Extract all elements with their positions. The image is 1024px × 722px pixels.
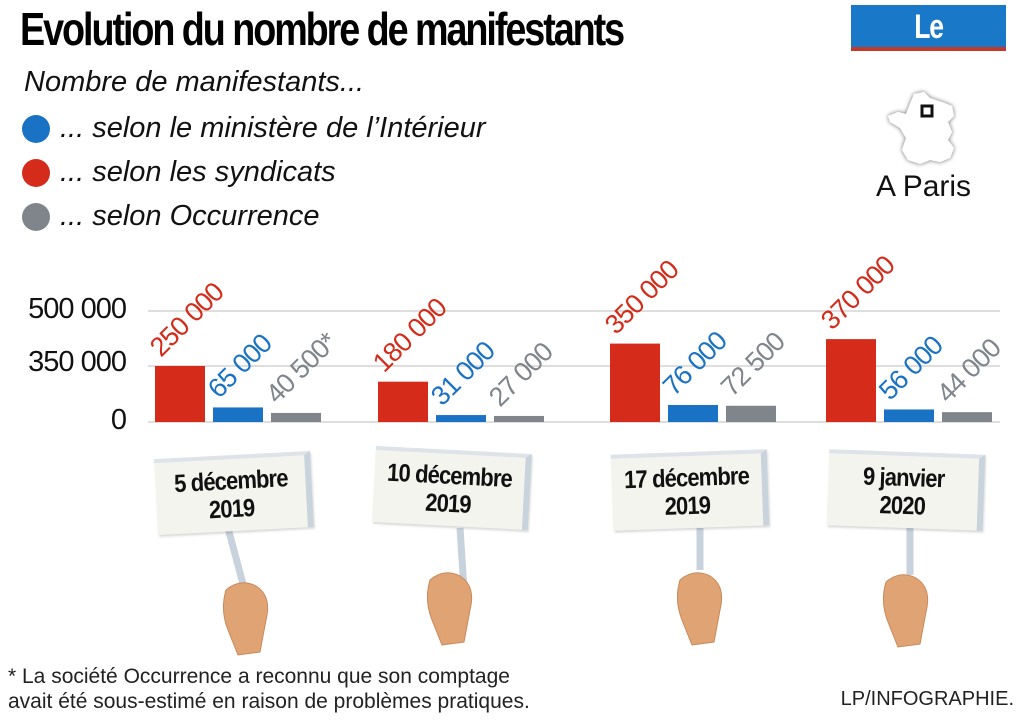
category-label: 17 décembre [623,461,750,495]
data-label: 44 000 [931,333,1006,408]
hand-icon [222,582,269,656]
bar-interieur [436,415,486,422]
category-label: 2019 [208,493,256,525]
bar-interieur [668,404,718,422]
bar-occurrence [494,415,544,422]
legend-item-syndicats: ... selon les syndicats [22,156,336,189]
bar-syndicats [155,366,205,422]
bar-syndicats [826,339,876,422]
date-sign-3: 17 décembre 2019 [610,449,770,531]
date-sign-1: 5 décembre 2019 [154,450,314,536]
footnote-line: * La société Occurrence a reconnu que so… [8,665,510,688]
bar-syndicats [610,343,660,422]
category-label: 10 décembre [386,458,513,494]
legend-item-interieur: ... selon le ministère de l’Intérieur [22,112,486,145]
legend-dot-blue-icon [22,114,50,143]
bar-interieur [884,409,934,422]
data-label: 72 500 [715,327,790,402]
hand-icon [676,572,723,646]
chart-title: Evolution du nombre de manifestants [20,3,625,55]
hand-icon [882,574,929,648]
data-label: 40 500* [260,326,343,409]
legend-label: ... selon Occurrence [60,200,320,232]
legend-label: ... selon le ministère de l’Intérieur [60,112,486,144]
y-tick-label: 350 000 [28,346,127,378]
credit: LP/INFOGRAPHIE. [840,688,1014,710]
category-label: 2020 [879,491,926,521]
data-label: 180 000 [367,293,452,378]
bar-interieur [213,407,263,422]
le-parisien-logo: Le Parisien [851,5,1006,90]
category-label: 9 janvier [862,462,945,494]
data-label: 76 000 [657,326,732,401]
y-tick-label: 500 000 [28,293,127,325]
legend-dot-grey-icon [22,202,50,231]
france-map-icon [888,92,954,164]
legend-dot-red-icon [22,158,50,187]
footnote-line: avait été sous-estimé en raison de probl… [8,690,530,713]
bar-occurrence [726,405,776,422]
chart-subtitle: Nombre de manifestants... [24,66,365,98]
date-sign-2: 10 décembre 2019 [372,445,532,531]
category-label: 2019 [664,491,711,521]
bar-occurrence [942,412,992,422]
category-label: 2019 [424,488,472,519]
data-label: 250 000 [144,277,229,362]
location-label: A Paris [876,170,972,203]
hand-icon [426,572,473,646]
data-label: 31 000 [425,336,500,411]
y-tick-label: 0 [110,404,127,436]
category-label: 5 décembre [172,464,288,499]
data-label: 370 000 [815,250,900,335]
data-label: 350 000 [599,255,684,340]
legend-label: ... selon les syndicats [60,156,336,188]
bar-occurrence [271,412,321,422]
bar-syndicats [378,381,428,422]
footnote: * La société Occurrence a reconnu que so… [8,664,530,714]
date-sign-4: 9 janvier 2020 [826,449,986,531]
legend-item-occurrence: ... selon Occurrence [22,200,320,233]
data-label: 27 000 [483,337,558,412]
